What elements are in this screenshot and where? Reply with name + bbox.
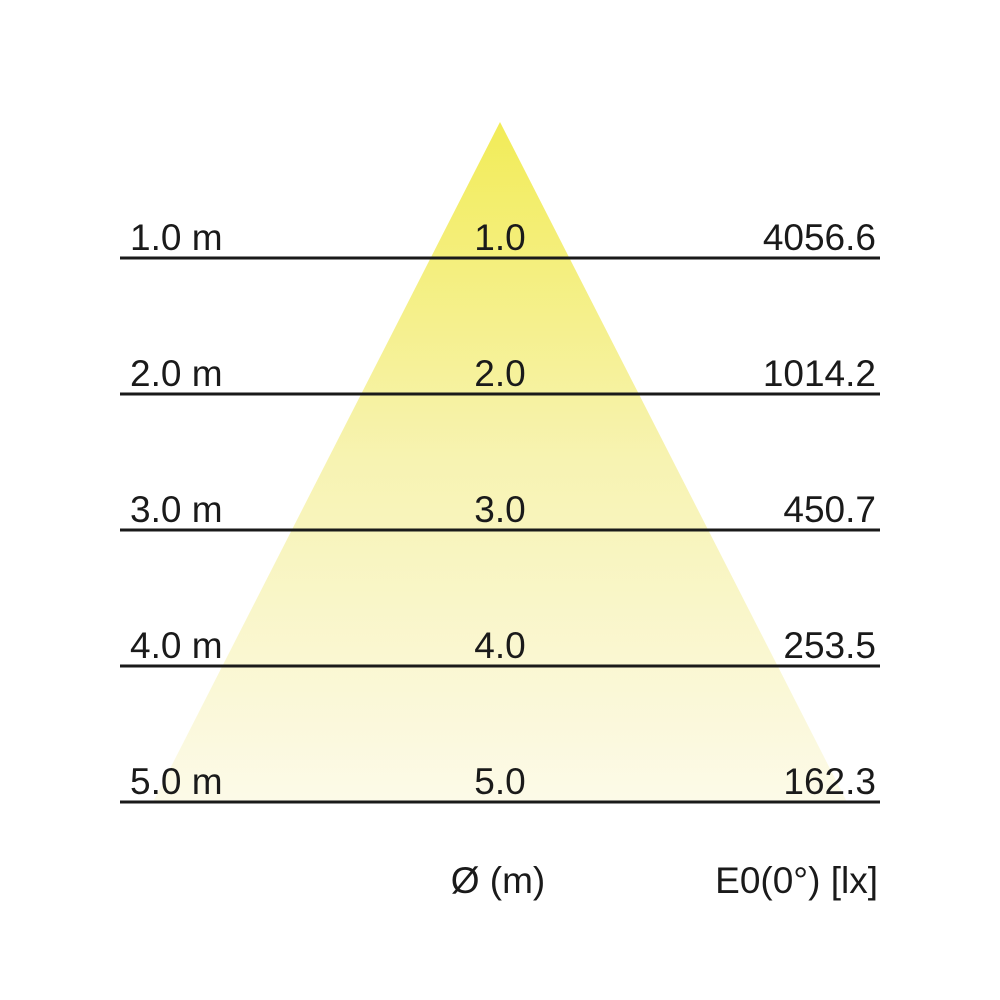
light-cone-triangle	[153, 122, 847, 802]
illuminance-value: 1014.2	[763, 353, 876, 394]
diameter-value: 1.0	[474, 217, 525, 258]
distance-label: 3.0 m	[130, 489, 223, 530]
diameter-value: 3.0	[474, 489, 525, 530]
illuminance-column-label: E0(0°) [lx]	[715, 860, 878, 901]
distance-label: 4.0 m	[130, 625, 223, 666]
diameter-value: 2.0	[474, 353, 525, 394]
diameter-value: 4.0	[474, 625, 525, 666]
distance-label: 5.0 m	[130, 761, 223, 802]
diameter-value: 5.0	[474, 761, 525, 802]
cone-row-4m: 4.0 m 4.0 253.5	[120, 625, 880, 668]
distance-label: 1.0 m	[130, 217, 223, 258]
cone-row-5m: 5.0 m 5.0 162.3	[120, 761, 880, 804]
distance-label: 2.0 m	[130, 353, 223, 394]
cone-row-3m: 3.0 m 3.0 450.7	[120, 489, 880, 532]
diameter-column-label: Ø (m)	[451, 860, 546, 901]
illuminance-value: 4056.6	[763, 217, 876, 258]
illuminance-value: 450.7	[783, 489, 876, 530]
illuminance-value: 162.3	[783, 761, 876, 802]
illuminance-value: 253.5	[783, 625, 876, 666]
cone-row-1m: 1.0 m 1.0 4056.6	[120, 217, 880, 260]
cone-row-2m: 2.0 m 2.0 1014.2	[120, 353, 880, 396]
